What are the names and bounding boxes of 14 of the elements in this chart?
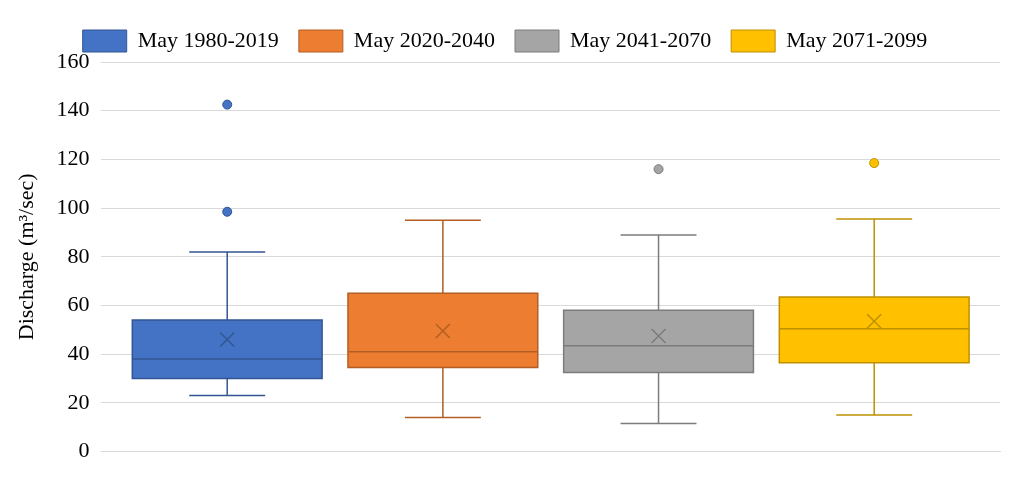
y-axis-title: Discharge (m³/sec) bbox=[12, 173, 38, 341]
y-tick-label: 160 bbox=[56, 47, 90, 73]
y-tick-label: 20 bbox=[67, 388, 90, 414]
y-tick-label: 100 bbox=[56, 193, 90, 219]
legend-label: May 2020-2040 bbox=[353, 26, 495, 52]
legend-label: May 2041-2070 bbox=[570, 26, 712, 52]
y-tick-label: 140 bbox=[56, 96, 90, 122]
y-tick-label: 120 bbox=[56, 145, 90, 171]
legend-label: May 1980-2019 bbox=[137, 26, 279, 52]
y-tick-label: 60 bbox=[67, 291, 90, 317]
y-tick-label: 0 bbox=[78, 437, 90, 463]
legend-label: May 2071-2099 bbox=[786, 26, 928, 52]
y-tick-label: 40 bbox=[67, 339, 90, 365]
y-tick-label: 80 bbox=[67, 242, 90, 268]
